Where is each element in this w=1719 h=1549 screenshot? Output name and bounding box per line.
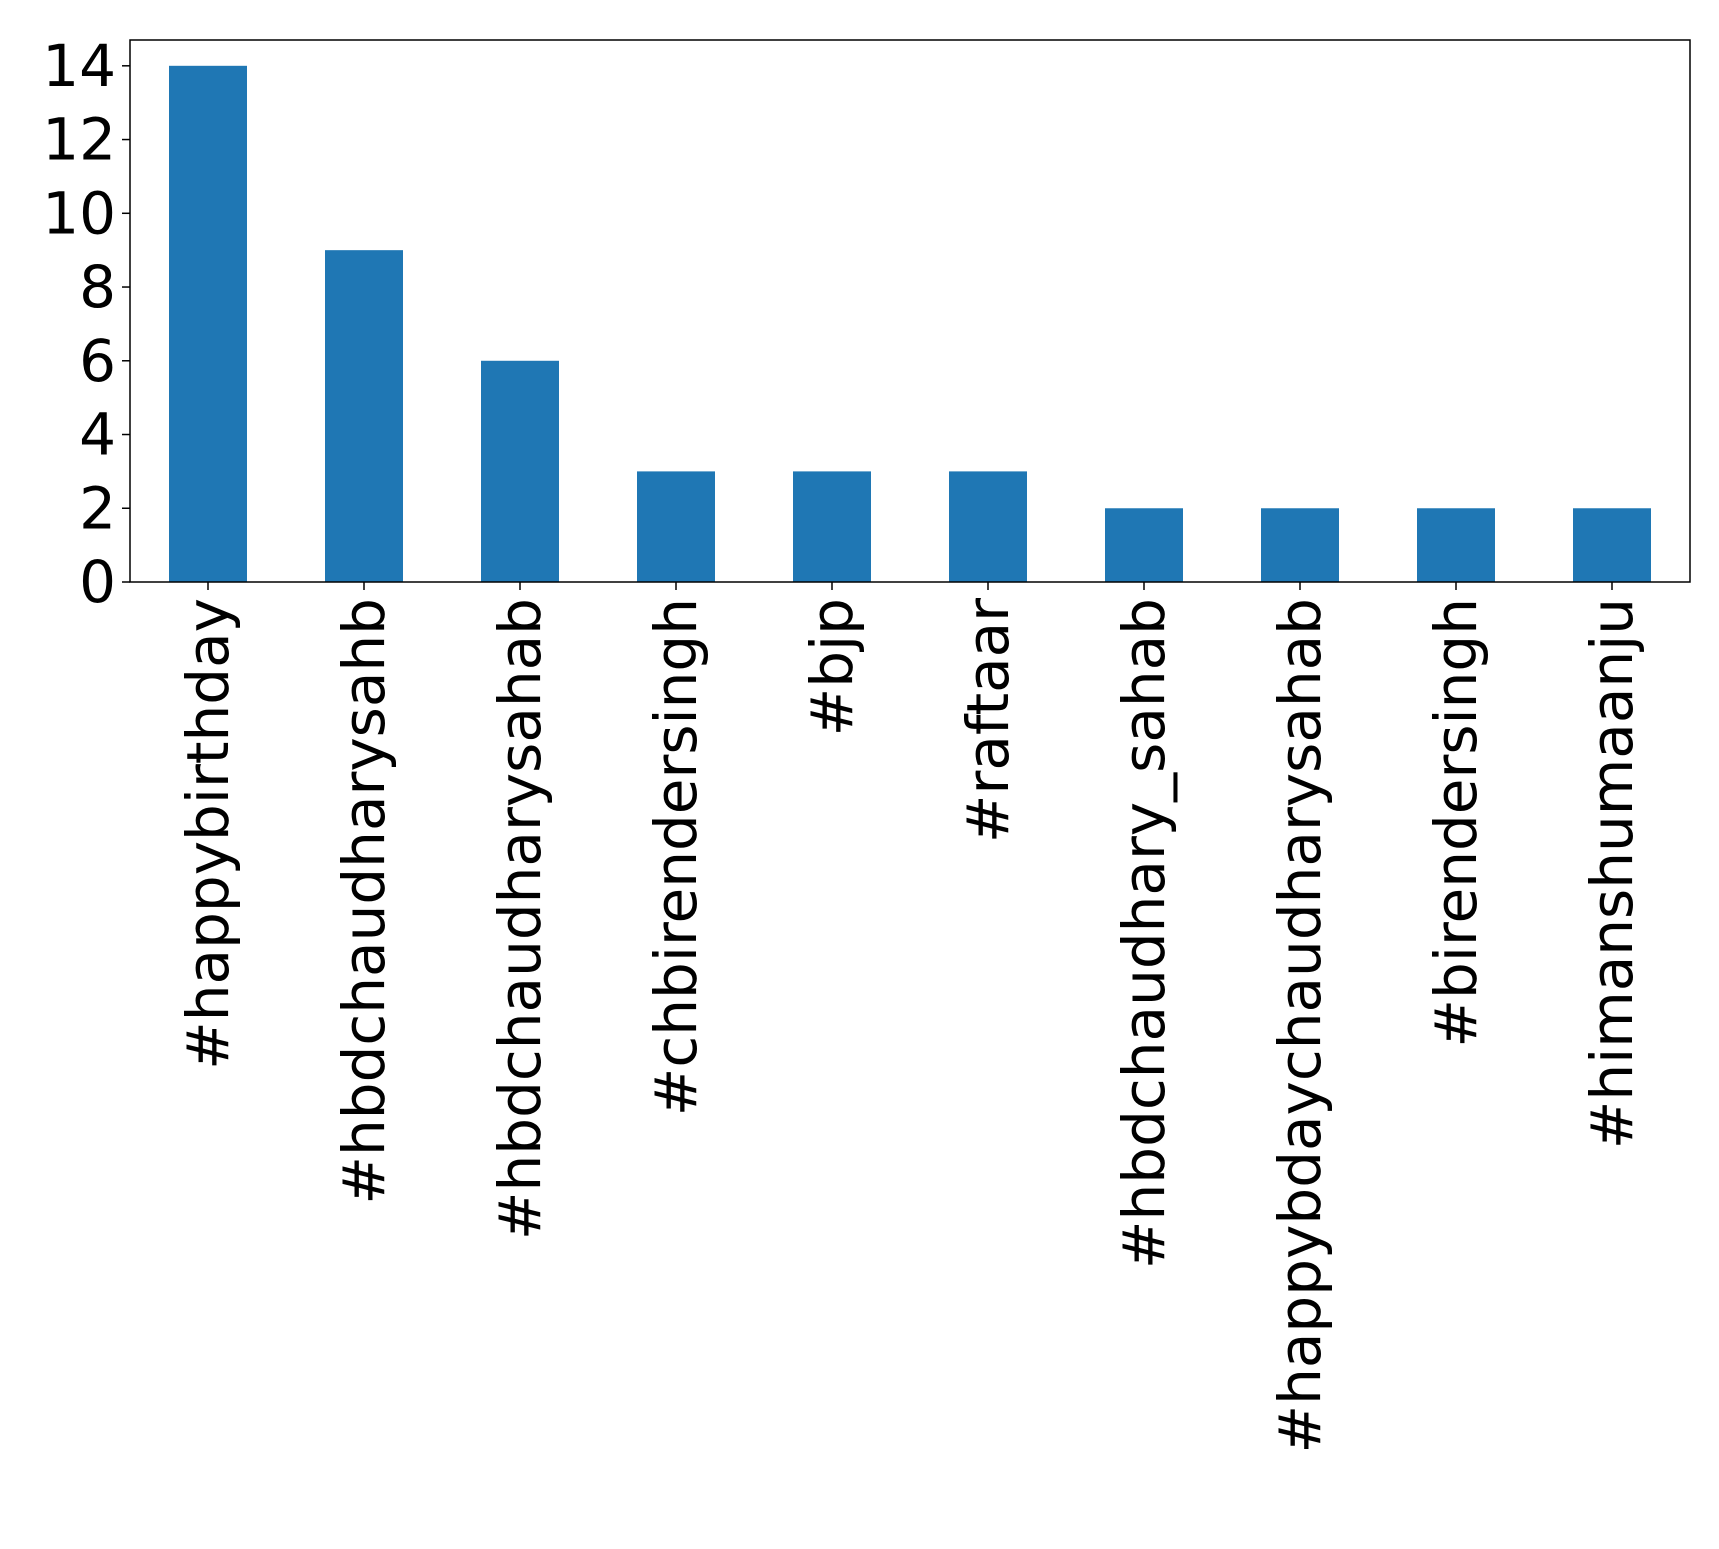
bar-0 [169,65,247,583]
bar-5 [949,471,1027,582]
x-tick-label-8: #birendersingh [1422,598,1490,1048]
y-tick-label-1: 2 [79,474,116,542]
bars-group [169,65,1651,583]
y-tick-label-3: 6 [79,327,116,395]
bar-9 [1573,508,1651,582]
bar-7 [1261,508,1339,582]
x-tick-label-4: #bjp [798,598,866,736]
y-tick-label-5: 10 [42,179,116,247]
x-tick-label-7: #happybdaychaudharysahab [1266,598,1334,1453]
bar-2 [481,360,559,582]
x-tick-label-0: #happybirthday [174,598,242,1070]
y-tick-label-4: 8 [79,253,116,321]
bar-1 [325,250,403,582]
y-tick-label-0: 0 [79,548,116,616]
x-tick-label-5: #raftaar [954,598,1022,843]
y-tick-label-2: 4 [79,401,116,469]
bar-6 [1105,508,1183,582]
x-tick-label-6: #hbdchaudhary_sahab [1110,598,1178,1269]
x-axis: #happybirthday #hbdchaudharysahb #hbdchaud… [174,582,1646,1453]
bar-3 [637,471,715,582]
bar-4 [793,471,871,582]
plot-frame [129,39,1691,583]
y-tick-label-6: 12 [42,106,116,174]
y-tick-label-7: 14 [42,32,116,100]
x-tick-label-9: #himanshumaanju [1578,598,1646,1149]
bar-8 [1417,508,1495,582]
x-tick-label-2: #hbdchaudharysahab [486,598,554,1240]
x-tick-label-3: #chbirendersingh [642,598,710,1116]
x-tick-label-1: #hbdchaudharysahb [330,598,398,1205]
